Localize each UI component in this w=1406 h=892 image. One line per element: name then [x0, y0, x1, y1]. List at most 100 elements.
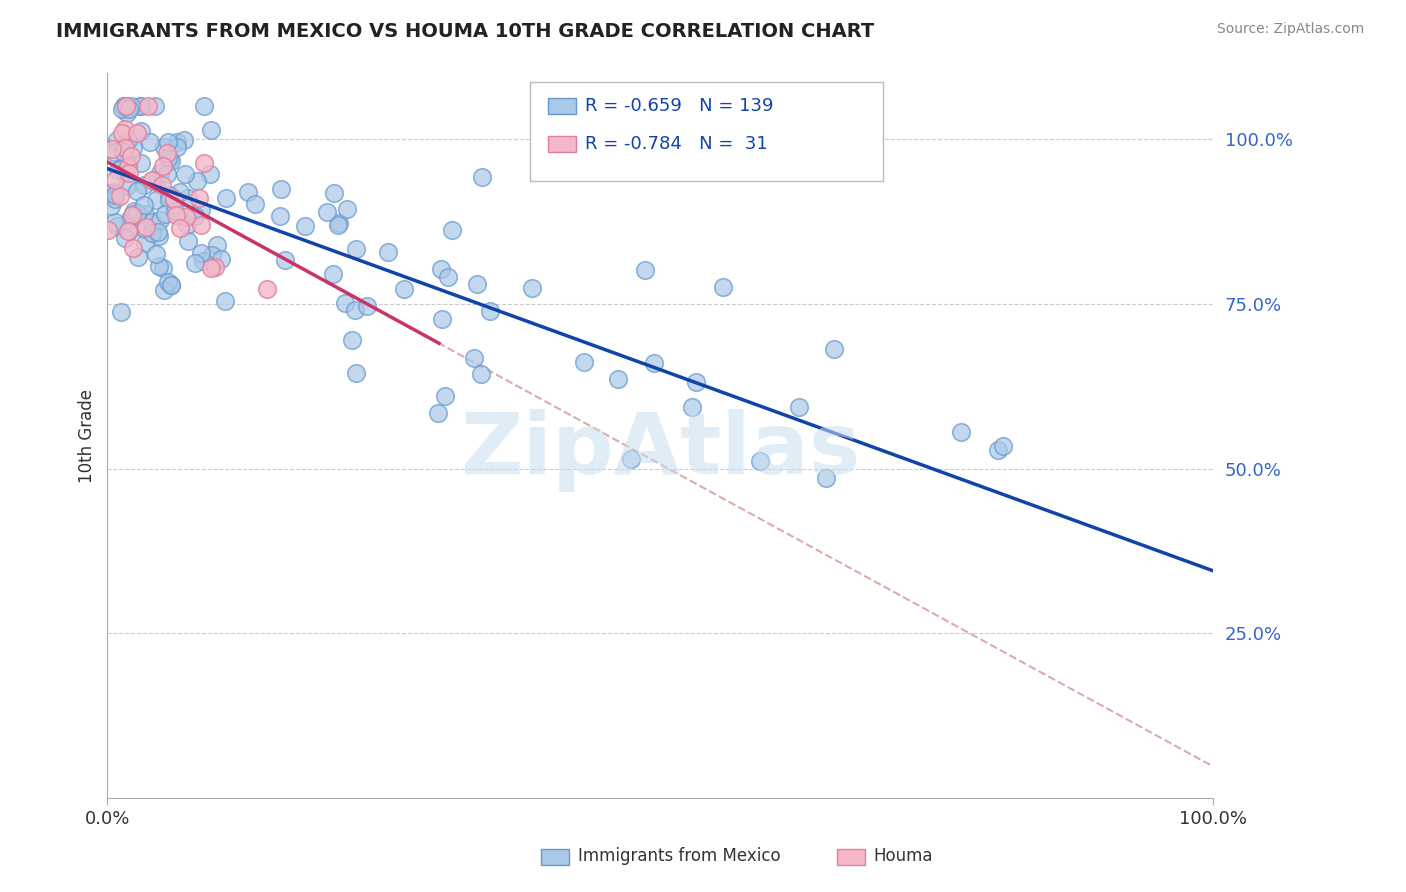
Point: [127, 206, 149, 220]
Point: [157, 275, 180, 289]
Point: [153, 283, 176, 297]
Point: [115, 179, 138, 194]
Point: [114, 141, 136, 155]
Point: [184, 256, 207, 270]
Point: [166, 135, 188, 149]
Point: [163, 192, 186, 206]
Point: [105, 219, 128, 233]
Point: [100, 199, 122, 213]
Point: [112, 165, 135, 179]
Point: [103, 145, 125, 159]
Point: [191, 254, 214, 268]
Point: [150, 178, 173, 193]
Text: R = -0.784   N =  31: R = -0.784 N = 31: [585, 135, 768, 153]
Point: [129, 99, 152, 113]
Point: [522, 281, 544, 295]
Point: [134, 198, 156, 212]
Point: [114, 231, 136, 245]
Text: Source: ZipAtlas.com: Source: ZipAtlas.com: [1216, 22, 1364, 37]
Point: [294, 219, 316, 233]
Point: [104, 188, 127, 202]
Point: [118, 166, 141, 180]
Point: [326, 219, 349, 233]
Point: [343, 303, 366, 318]
Point: [711, 280, 734, 294]
Point: [152, 261, 174, 276]
Point: [322, 267, 344, 281]
Point: [685, 375, 707, 389]
Point: [243, 196, 266, 211]
Point: [160, 277, 183, 292]
Point: [174, 167, 197, 181]
Point: [114, 99, 136, 113]
Point: [789, 400, 811, 414]
Point: [193, 99, 215, 113]
Point: [107, 162, 129, 177]
Point: [269, 210, 291, 224]
Point: [145, 193, 167, 207]
Point: [163, 204, 186, 219]
Point: [145, 175, 167, 189]
Point: [117, 224, 139, 238]
Point: [157, 187, 180, 202]
Point: [148, 225, 170, 239]
Point: [110, 161, 132, 175]
Point: [204, 260, 226, 274]
Point: [209, 252, 232, 266]
Point: [190, 218, 212, 232]
Point: [238, 185, 260, 199]
Point: [111, 126, 134, 140]
Point: [104, 173, 127, 187]
Point: [129, 156, 152, 170]
Point: [110, 188, 132, 202]
Point: [274, 252, 297, 267]
Point: [152, 160, 174, 174]
Point: [465, 277, 488, 292]
Point: [105, 133, 128, 147]
Point: [748, 454, 770, 468]
Point: [190, 246, 212, 260]
Text: ZipAtlas: ZipAtlas: [460, 409, 860, 491]
Point: [201, 248, 224, 262]
Point: [157, 193, 180, 207]
Point: [121, 240, 143, 254]
Point: [114, 122, 136, 136]
Point: [148, 259, 170, 273]
Point: [117, 161, 139, 175]
Point: [118, 212, 141, 227]
Point: [165, 208, 187, 222]
Point: [198, 167, 221, 181]
Point: [572, 354, 595, 368]
Point: [145, 247, 167, 261]
Point: [200, 123, 222, 137]
Point: [991, 439, 1014, 453]
Point: [118, 102, 141, 116]
Point: [132, 178, 155, 192]
Point: [156, 135, 179, 149]
Point: [316, 204, 339, 219]
Point: [138, 99, 160, 113]
Point: [270, 181, 292, 195]
Point: [377, 244, 399, 259]
Point: [120, 149, 142, 163]
Point: [434, 389, 457, 403]
Point: [111, 102, 134, 116]
Point: [121, 140, 143, 154]
Point: [356, 300, 378, 314]
Point: [149, 213, 172, 227]
Point: [344, 242, 367, 256]
Point: [127, 251, 149, 265]
Text: Houma: Houma: [873, 847, 932, 865]
Point: [153, 140, 176, 154]
Point: [470, 170, 492, 185]
Point: [160, 278, 183, 293]
Point: [174, 210, 197, 224]
Point: [169, 221, 191, 235]
Point: [643, 356, 665, 370]
Point: [177, 234, 200, 248]
Point: [121, 207, 143, 221]
Point: [149, 166, 172, 180]
Point: [176, 218, 198, 232]
Point: [256, 282, 278, 296]
Point: [478, 303, 501, 318]
